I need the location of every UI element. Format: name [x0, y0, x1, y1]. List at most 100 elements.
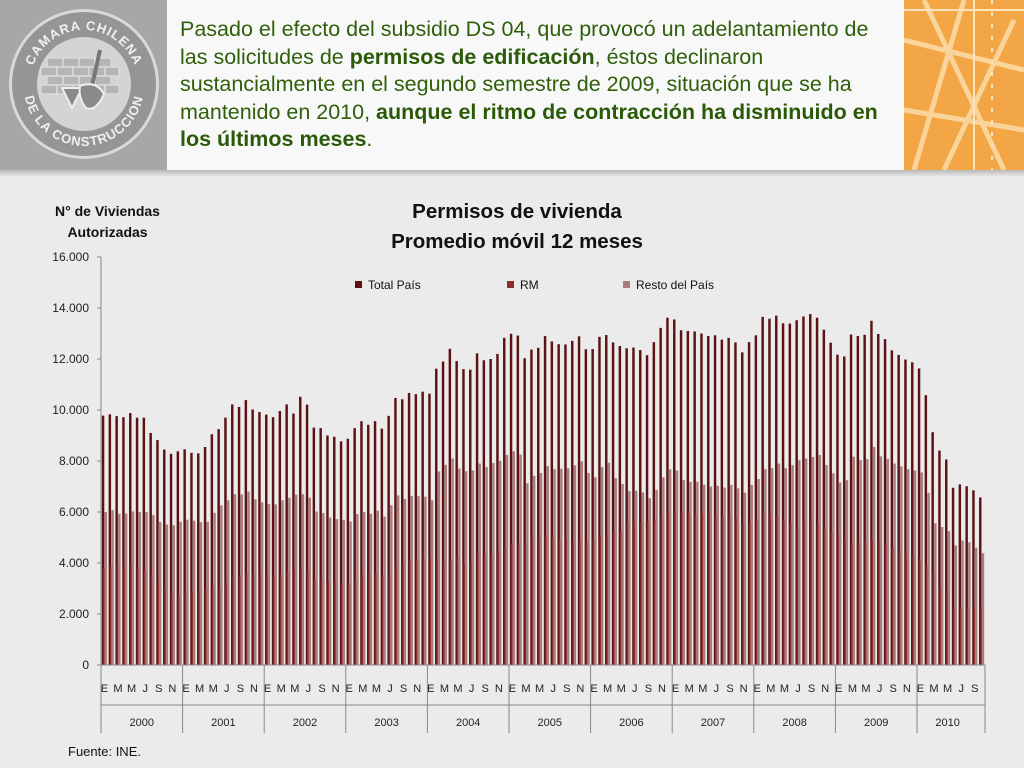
bar-rm [470, 562, 473, 665]
bar-total [700, 333, 703, 665]
bar-rm [293, 570, 297, 665]
x-year-label: 2007 [701, 717, 725, 729]
bar-rm [769, 515, 773, 665]
bar-rm [891, 547, 895, 665]
bar-rm [490, 554, 494, 665]
x-month-label: S [482, 683, 489, 695]
bar-resto [417, 496, 420, 665]
x-month-label: N [332, 683, 340, 695]
bar-rm [946, 590, 949, 665]
bar-rm [177, 594, 181, 665]
bar-rm [925, 566, 929, 665]
x-month-label: M [453, 683, 462, 695]
bar-total [530, 349, 533, 665]
cchc-seal-icon: CAMARA CHILENA DE LA CONSTRUCCION [9, 9, 159, 159]
bar-resto [641, 492, 645, 665]
x-month-label: S [563, 683, 570, 695]
bar-total [639, 350, 642, 665]
bar-total [305, 404, 309, 665]
bar-resto [682, 480, 685, 666]
bar-resto [485, 466, 488, 665]
bar-resto [804, 458, 808, 665]
bar-resto [274, 504, 277, 665]
bar-rm [497, 551, 501, 665]
bar-rm [599, 536, 603, 665]
bar-total [843, 356, 846, 665]
bar-resto [220, 505, 223, 665]
bar-total [210, 434, 214, 665]
x-month-label: N [576, 683, 584, 695]
bar-resto [621, 483, 624, 665]
bar-rm [912, 555, 915, 665]
bar-rm [164, 588, 167, 665]
bar-resto [532, 475, 536, 665]
bar-rm [558, 539, 562, 665]
x-year-label: 2004 [456, 717, 480, 729]
bar-rm [898, 551, 902, 665]
y-tick-label: 10.000 [52, 403, 89, 417]
bar-rm [409, 560, 412, 665]
y-axis-title: N° de Viviendas Autorizadas [55, 203, 160, 240]
bar-rm [694, 514, 698, 665]
bar-total [618, 346, 622, 665]
bar-total [815, 317, 819, 665]
bar-total [809, 314, 812, 665]
x-month-label: M [195, 683, 204, 695]
header-bold-1: permisos de edificación [349, 44, 595, 69]
bar-resto [206, 521, 209, 665]
bar-total [890, 350, 894, 665]
header-divider [0, 170, 1024, 176]
bar-total [387, 415, 390, 665]
x-month-label: J [550, 683, 556, 695]
bar-total [883, 339, 887, 665]
bar-resto [906, 469, 910, 665]
header-text-2: , éstos declinaron sustancialmente en el… [180, 44, 852, 124]
bar-total [496, 353, 499, 665]
bar-rm [313, 579, 317, 665]
x-month-label: M [603, 683, 612, 695]
x-month-label: M [535, 683, 544, 695]
bar-total [367, 424, 370, 665]
bar-rm [109, 566, 113, 665]
bar-rm [286, 571, 290, 665]
bar-resto [118, 513, 121, 665]
bar-total [115, 416, 118, 665]
bar-rm [211, 585, 215, 665]
x-month-label: J [469, 683, 475, 695]
bar-resto [750, 484, 753, 665]
x-month-label: M [113, 683, 122, 695]
bar-rm [334, 582, 337, 665]
bar-resto [519, 454, 522, 666]
bar-total [190, 452, 193, 665]
bar-rm [388, 574, 392, 665]
bar-rm [871, 539, 875, 665]
bar-resto [764, 469, 767, 665]
bar-total [931, 432, 934, 665]
bar-resto [471, 470, 475, 665]
bar-total [754, 335, 758, 665]
bar-rm [511, 543, 514, 665]
x-month-label: S [318, 683, 325, 695]
bar-total [339, 441, 343, 665]
x-month-label: M [943, 683, 952, 695]
bar-rm [830, 532, 834, 665]
bar-total [856, 336, 860, 665]
bar-total [795, 320, 798, 665]
bar-total [911, 362, 914, 665]
x-month-label: J [142, 683, 148, 695]
bar-total [183, 449, 186, 665]
bar-resto [696, 481, 699, 665]
x-month-label: J [224, 683, 230, 695]
x-month-label: N [413, 683, 421, 695]
header-text-3: . [366, 127, 373, 151]
x-month-label: M [698, 683, 707, 695]
bar-total [625, 348, 628, 665]
bar-total [550, 341, 554, 665]
bar-total [849, 334, 853, 665]
bar-total [360, 421, 363, 665]
bar-total [265, 414, 268, 665]
x-month-label: M [766, 683, 775, 695]
bar-total [394, 398, 397, 665]
bar-rm [796, 527, 800, 665]
bar-rm [130, 564, 133, 665]
